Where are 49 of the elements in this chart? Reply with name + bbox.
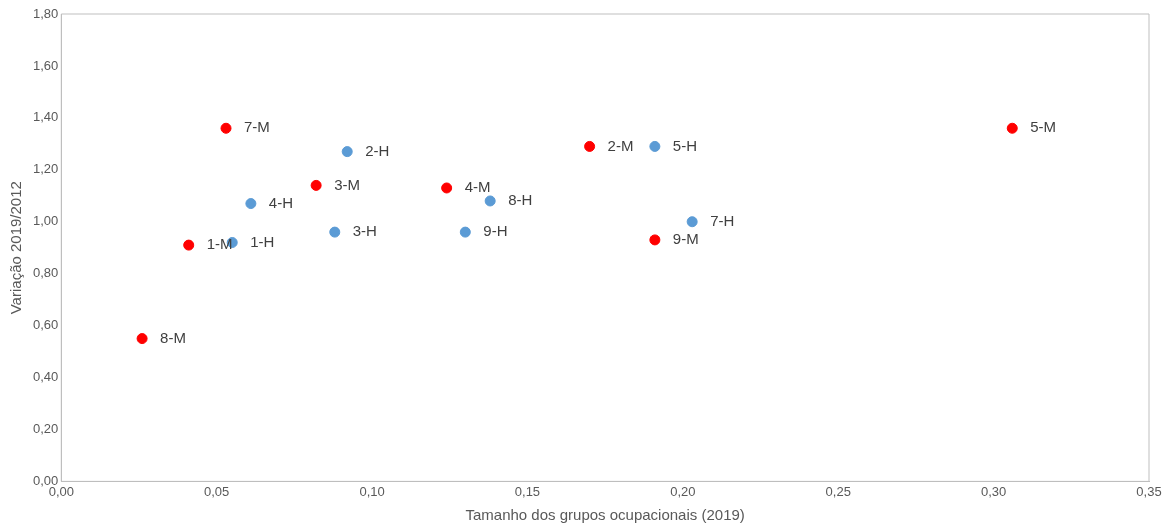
annotation: 2-M	[607, 136, 634, 154]
y-tick-label: 0,40	[32, 369, 59, 385]
y-tick-label: 1,40	[32, 109, 59, 125]
point	[649, 140, 661, 152]
annotation: 5-M	[1030, 118, 1057, 136]
x-tick-label: 0,35	[1136, 483, 1162, 499]
annotation: 5-H	[672, 136, 698, 154]
y-tick-label: 1,80	[32, 5, 59, 21]
point	[441, 182, 453, 194]
point	[1006, 122, 1018, 134]
annotation: 9-M	[672, 230, 699, 248]
point	[220, 122, 232, 134]
annotation: 8-M	[160, 328, 186, 346]
annotation: 7-M	[244, 118, 270, 136]
annotation: 2-H	[365, 141, 390, 159]
x-tick-label: 0,05	[204, 483, 230, 499]
y-tick-label: 1,00	[32, 213, 59, 229]
x-tick-label: 0,30	[980, 483, 1007, 499]
annotation: 4-H	[268, 193, 294, 211]
annotation: 4-M	[464, 178, 491, 196]
annotation: 1-H	[250, 232, 275, 250]
point	[245, 198, 257, 210]
x-tick-label: 0,10	[359, 483, 385, 499]
point	[329, 226, 341, 238]
y-tick-label: 0,80	[32, 265, 59, 281]
annotation: 8-H	[508, 191, 533, 209]
point	[484, 195, 496, 207]
y-tick-label: 0,20	[32, 421, 59, 437]
point	[341, 146, 353, 158]
annotation: 3-H	[352, 222, 377, 240]
point	[183, 239, 195, 251]
y-tick-label: 1,20	[32, 161, 59, 177]
x-tick-label: 0,15	[514, 483, 541, 499]
point	[310, 179, 322, 191]
x-axis-title: Tamanho dos grupos ocupacionais (2019)	[465, 506, 745, 524]
annotation: 9-H	[483, 222, 508, 240]
x-tick-label: 0,20	[670, 483, 696, 499]
point	[686, 216, 698, 228]
y-tick-label: 0,00	[32, 472, 59, 488]
y-axis-title: Variação 2019/2012	[7, 181, 25, 315]
x-tick-label: 0,25	[825, 483, 851, 499]
annotation: 7-H	[710, 211, 735, 229]
point	[136, 333, 148, 345]
y-tick-label: 0,60	[32, 317, 59, 333]
point	[649, 234, 661, 246]
annotation: 3-M	[334, 175, 360, 193]
y-tick-label: 1,60	[32, 57, 59, 73]
point	[459, 226, 471, 238]
point	[584, 140, 596, 152]
